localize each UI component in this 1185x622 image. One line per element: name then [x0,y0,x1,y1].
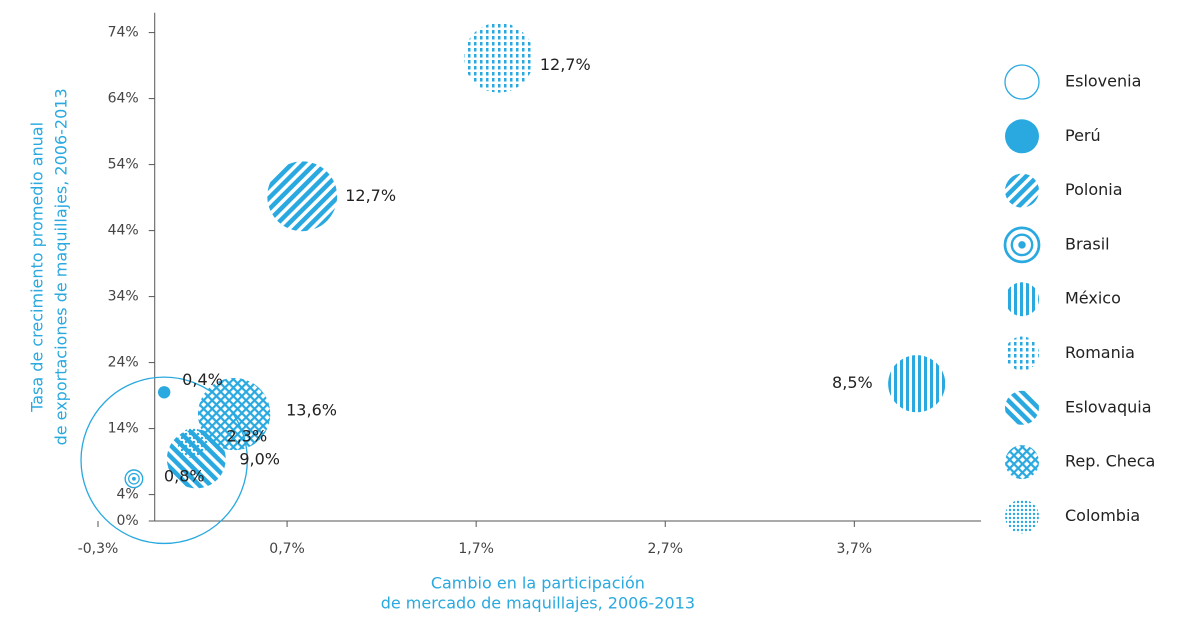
y-tick-label: 24% [108,355,139,371]
bubble-ring [131,476,136,481]
bubble [177,428,208,458]
data-label: 8,5% [832,373,873,392]
legend-symbol [1005,173,1039,208]
legend-label: Perú [1065,126,1101,145]
legend-symbol [1003,226,1041,264]
bubble [267,161,338,232]
legend-symbol [1005,499,1039,534]
data-label: 0,8% [164,466,205,485]
x-tick-label: 3,7% [837,541,873,557]
legend-symbol [1005,390,1039,425]
x-axis-label: de mercado de maquillajes, 2006-2013 [381,594,695,613]
bubble [124,469,144,489]
y-tick-label: 44% [108,223,139,239]
legend-label: Eslovaquia [1065,397,1152,416]
y-tick-label: 64% [108,91,139,107]
bubble [888,355,946,413]
x-tick-label: 0,7% [269,541,305,557]
x-tick-label: 1,7% [458,541,494,557]
legend-label: Eslovenia [1065,72,1141,91]
legend-symbol [1005,119,1039,154]
y-tick-label: 0% [117,513,139,529]
legend-symbol [1004,64,1040,100]
bubble [157,386,171,399]
bubble [80,376,248,545]
y-tick-label: 14% [108,421,139,437]
data-label: 2,3% [227,427,268,446]
legend-symbol [1005,336,1039,371]
legend-label: Polonia [1065,180,1123,199]
data-label: 13,6% [286,401,337,420]
y-tick-label: 74% [108,25,139,41]
bubble-ring [1018,241,1026,249]
legend-label: Brasil [1065,234,1110,253]
bubble [463,22,534,93]
legend-symbol [1005,445,1039,480]
legend-label: Rep. Checa [1065,452,1155,471]
y-axis-label: Tasa de crecimiento promedio anual [28,122,47,413]
data-label: 12,7% [540,55,591,74]
y-tick-label: 34% [108,289,139,305]
legend-label: Romania [1065,343,1135,362]
x-tick-label: 2,7% [647,541,683,557]
legend-symbol [1005,282,1039,317]
data-label: 12,7% [345,186,396,205]
data-label: 9,0% [239,449,280,468]
data-label: 0,4% [182,370,223,389]
legend-label: Colombia [1065,506,1140,525]
bubble-ring [128,472,140,485]
x-axis-label: Cambio en la participación [431,574,645,593]
y-tick-label: 54% [108,157,139,173]
bubble-ring [1010,233,1034,257]
bubble [197,377,271,451]
y-axis-label: de exportaciones de maquillajes, 2006-20… [52,88,71,445]
legend-label: México [1065,289,1121,308]
x-tick-label: -0,3% [78,541,119,557]
y-tick-label: 4% [117,487,139,503]
